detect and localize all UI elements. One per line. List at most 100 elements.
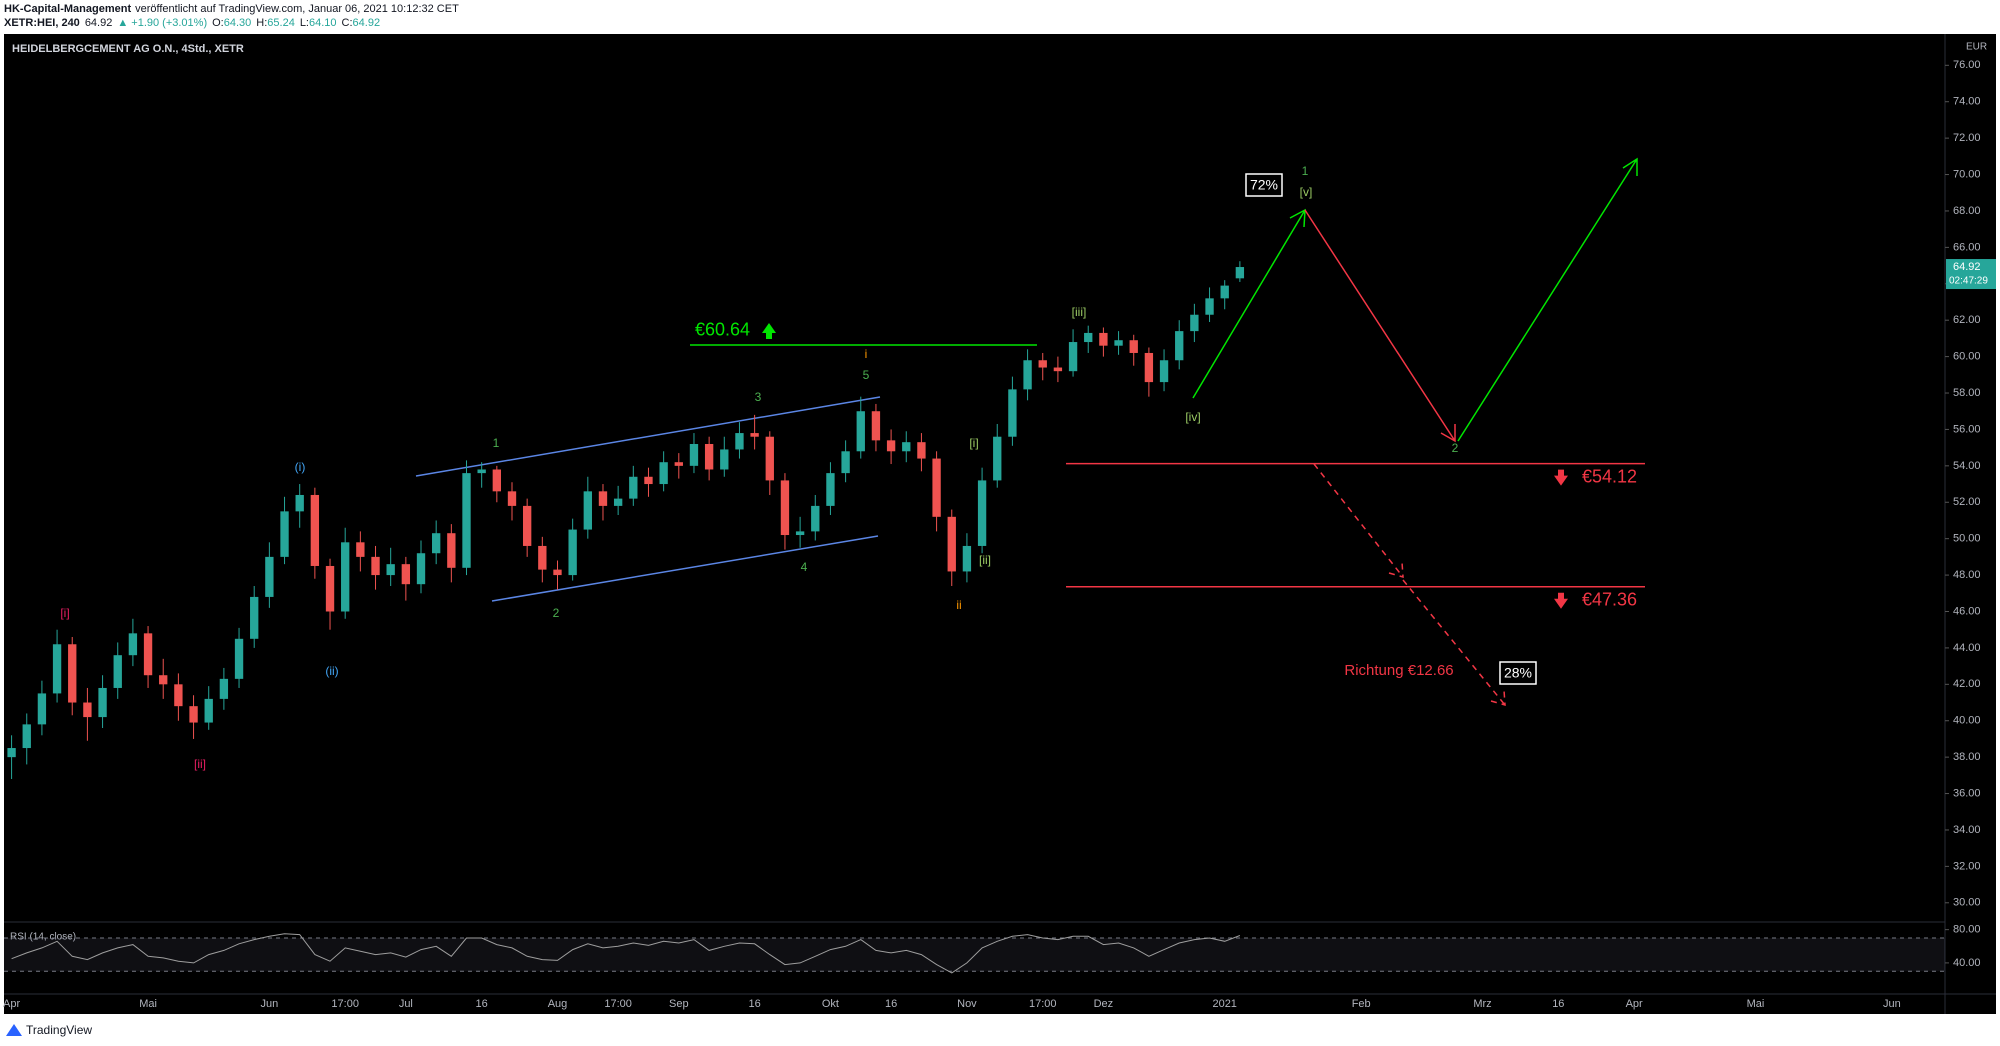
- wave-label: [ii]: [979, 553, 991, 567]
- x-tick-label: 16: [748, 998, 760, 1010]
- candle-body: [568, 529, 577, 576]
- y-tick-label: 48.00: [1953, 569, 1981, 581]
- level-arrow: [1554, 592, 1568, 609]
- candle-body: [1129, 340, 1138, 353]
- candle-body: [189, 706, 198, 723]
- candle-body: [37, 693, 47, 725]
- watermark: TradingView: [26, 1023, 92, 1037]
- rsi-tick-label: 40.00: [1953, 957, 1981, 969]
- candle-body: [280, 511, 289, 557]
- candle-body: [447, 533, 456, 568]
- candle-body: [856, 411, 865, 452]
- candle-body: [780, 480, 790, 536]
- candle-body: [1175, 331, 1184, 361]
- y-tick-label: 60.00: [1953, 351, 1981, 363]
- ohlc-label: L:: [300, 17, 309, 29]
- candle-body: [932, 458, 941, 517]
- y-tick-label: 70.00: [1953, 168, 1981, 180]
- candle-body: [1114, 340, 1123, 346]
- y-tick-label: 36.00: [1953, 787, 1981, 799]
- last: 64.92: [85, 17, 113, 29]
- drawings: [415, 157, 1638, 707]
- arrow-down: [1304, 209, 1456, 443]
- ohlc: O:64.30 H:65.24 L:64.10 C:64.92: [212, 17, 380, 29]
- candle-body: [765, 436, 774, 481]
- wave-label: 1: [493, 436, 500, 450]
- y-tick-label: 50.00: [1953, 533, 1981, 545]
- candle-body: [1084, 332, 1093, 343]
- candle-body: [174, 684, 183, 707]
- candle-body: [962, 545, 972, 572]
- candle-body: [674, 462, 683, 466]
- candle-body: [1159, 360, 1169, 383]
- candle-body: [735, 433, 744, 450]
- x-tick-label: 2021: [1212, 998, 1236, 1010]
- candle-body: [629, 476, 638, 499]
- level-label: €54.12: [1582, 466, 1637, 486]
- candle-body: [98, 687, 107, 718]
- candle-body: [492, 469, 502, 492]
- wave-label: 5: [863, 368, 870, 382]
- x-tick-label: 17:00: [604, 998, 632, 1010]
- x-tick-label: Aug: [548, 998, 568, 1010]
- ohlc-label: O:: [212, 17, 224, 29]
- probability-label: 72%: [1250, 177, 1278, 193]
- header-line-1: HK-Capital-Management veröffentlicht auf …: [4, 3, 459, 15]
- change: ▲ +1.90 (+3.01%): [117, 17, 207, 29]
- candle-body: [1023, 360, 1032, 390]
- wave-label: 3: [755, 390, 762, 404]
- rsi-band: [4, 937, 1945, 972]
- candle-body: [795, 531, 805, 536]
- x-tick-label: Dez: [1094, 998, 1114, 1010]
- countdown: 02:47:29: [1949, 276, 1988, 287]
- x-tick-label: Mai: [1747, 998, 1765, 1010]
- x-tick-label: Apr: [1626, 998, 1643, 1010]
- ohlc-value: 64.10: [309, 17, 337, 29]
- x-tick-label: Okt: [822, 998, 839, 1010]
- candle-body: [583, 491, 592, 530]
- candle-body: [143, 633, 153, 676]
- candle-body: [1099, 332, 1108, 346]
- price-tag-label: 64.92: [1953, 261, 1981, 273]
- ohlc-value: 64.30: [224, 17, 252, 29]
- candle-body: [341, 542, 350, 612]
- x-tick-label: 17:00: [331, 998, 359, 1010]
- logo-icon: [6, 1024, 22, 1036]
- candle-body: [68, 644, 77, 703]
- candle-body: [826, 473, 835, 506]
- channel-upper: [415, 396, 881, 477]
- wave-label: [iv]: [1185, 410, 1200, 424]
- candle-body: [1008, 389, 1017, 437]
- logo: TradingView: [6, 1023, 92, 1037]
- x-tick-label: Nov: [957, 998, 977, 1010]
- candle-body: [977, 480, 987, 546]
- candle-body: [993, 436, 1002, 481]
- candle-body: [507, 491, 517, 506]
- candle-body: [1190, 314, 1199, 332]
- candle-body: [720, 449, 729, 470]
- ohlc-label: C:: [342, 17, 353, 29]
- candle-body: [522, 505, 532, 546]
- wave-label: 1: [1302, 164, 1309, 178]
- candle-body: [644, 476, 653, 485]
- wave-label: (i): [295, 460, 306, 474]
- y-tick-label: 54.00: [1953, 460, 1981, 472]
- y-tick-label: 32.00: [1953, 860, 1981, 872]
- candle-body: [704, 443, 714, 470]
- candle-body: [83, 702, 92, 718]
- wave-label: 4: [801, 560, 808, 574]
- y-tick-label: 58.00: [1953, 387, 1981, 399]
- x-tick-label: 16: [885, 998, 897, 1010]
- y-tick-label: 46.00: [1953, 605, 1981, 617]
- candle-body: [659, 462, 668, 485]
- wave-label: [i]: [60, 606, 69, 620]
- candle-body: [462, 473, 471, 568]
- candle-body: [159, 675, 168, 685]
- y-tick-label: 38.00: [1953, 751, 1981, 763]
- level-label: €47.36: [1582, 589, 1637, 609]
- x-tick-label: Jun: [1883, 998, 1901, 1010]
- wave-label: [v]: [1300, 185, 1313, 199]
- candle-body: [356, 542, 365, 557]
- y-tick-label: 68.00: [1953, 205, 1981, 217]
- ohlc-value: 65.24: [267, 17, 295, 29]
